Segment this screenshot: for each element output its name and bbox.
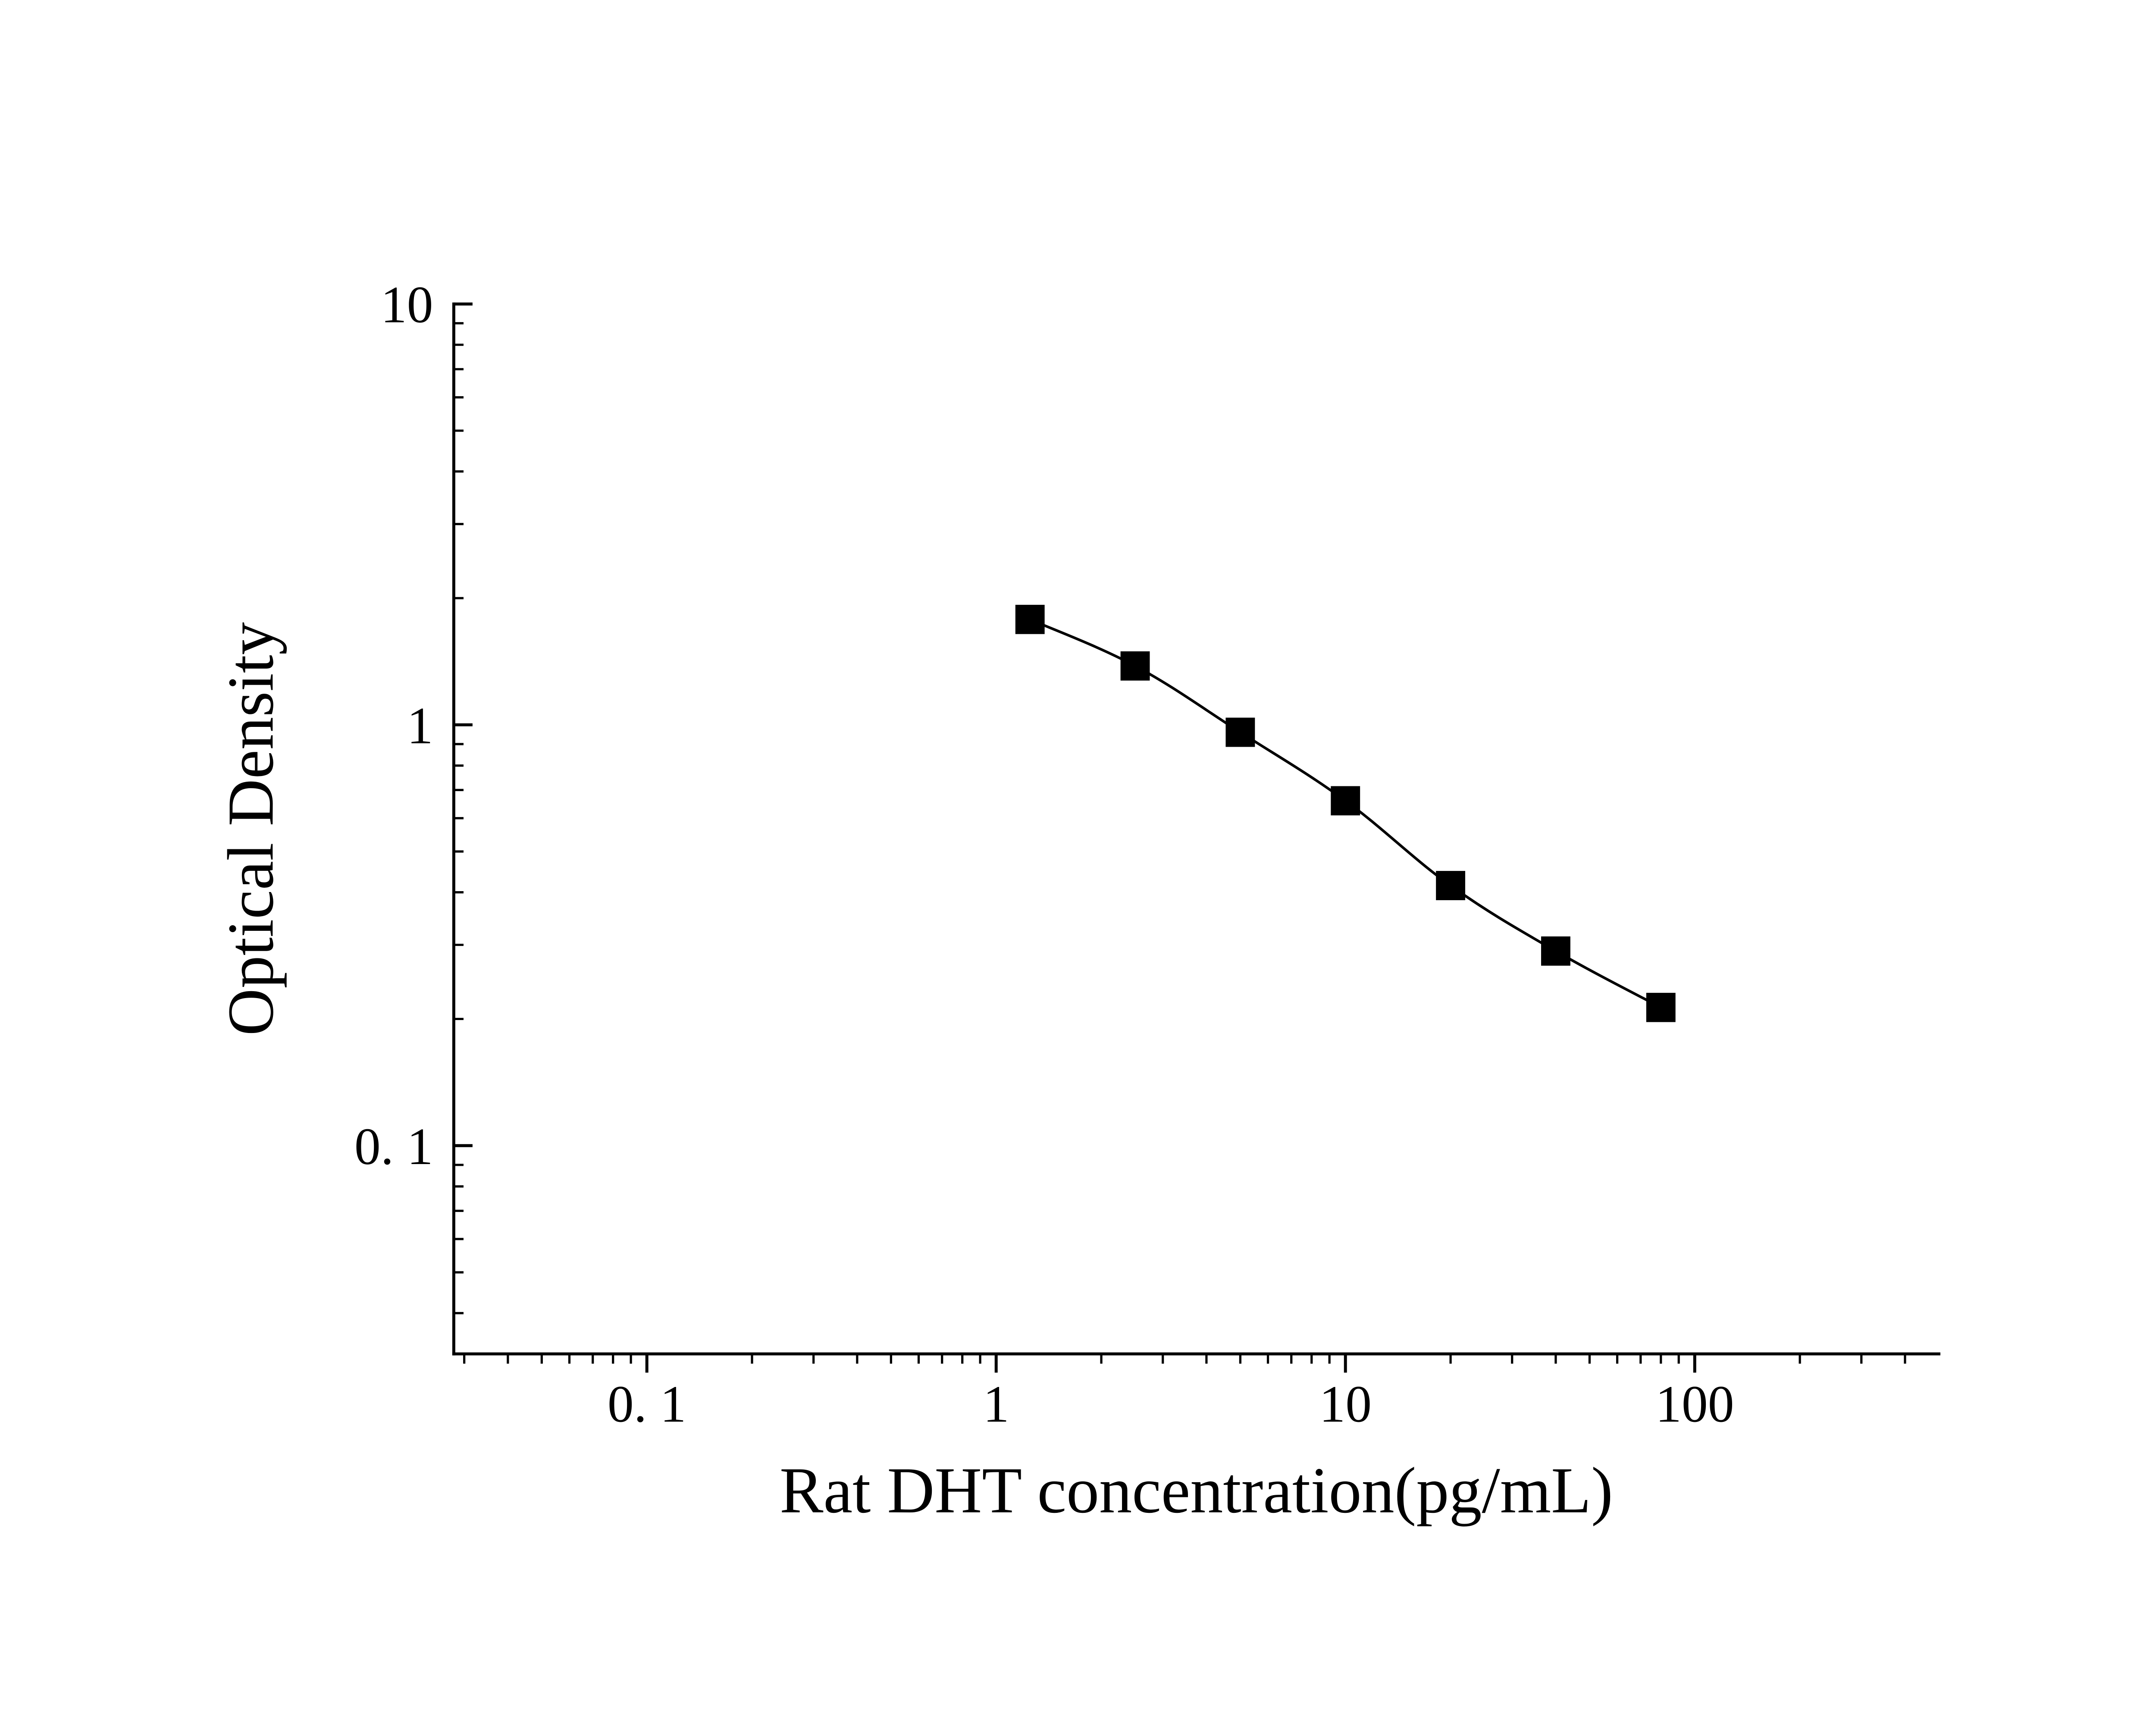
chart-svg: 0. 1 1 10 100 0. 1 1 10 Rat DHT concentration(p… xyxy=(0,0,2156,1731)
data-marker xyxy=(1541,936,1570,966)
data-marker xyxy=(1225,718,1255,747)
data-marker xyxy=(1015,605,1045,634)
data-marker xyxy=(1331,786,1360,815)
y-tick-label: 0. 1 xyxy=(354,1117,433,1176)
y-tick-label: 1 xyxy=(407,697,433,755)
y-axis-label: Optical Density xyxy=(214,622,287,1036)
x-tick-label: 1 xyxy=(983,1375,1009,1434)
chart-container: 0. 1 1 10 100 0. 1 1 10 Rat DHT concentration(p… xyxy=(0,0,2156,1731)
data-marker xyxy=(1436,871,1465,900)
x-tick-label: 0. 1 xyxy=(608,1375,686,1434)
x-axis-label: Rat DHT concentration(pg/mL) xyxy=(780,1454,1613,1527)
x-tick-label: 10 xyxy=(1319,1375,1372,1434)
data-marker xyxy=(1121,651,1150,681)
x-tick-label: 100 xyxy=(1655,1375,1734,1434)
data-marker xyxy=(1646,993,1676,1022)
y-tick-label: 10 xyxy=(381,276,433,334)
